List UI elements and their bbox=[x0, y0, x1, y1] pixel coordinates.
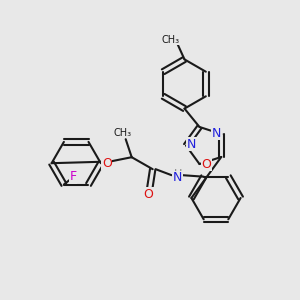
Text: CH₃: CH₃ bbox=[114, 128, 132, 138]
Text: N: N bbox=[212, 127, 221, 140]
Text: F: F bbox=[69, 170, 76, 184]
Text: H: H bbox=[173, 169, 182, 179]
Text: N: N bbox=[187, 137, 196, 151]
Text: CH₃: CH₃ bbox=[162, 35, 180, 45]
Text: O: O bbox=[201, 158, 211, 170]
Text: O: O bbox=[143, 188, 153, 201]
Text: N: N bbox=[173, 171, 182, 184]
Text: O: O bbox=[102, 157, 112, 170]
